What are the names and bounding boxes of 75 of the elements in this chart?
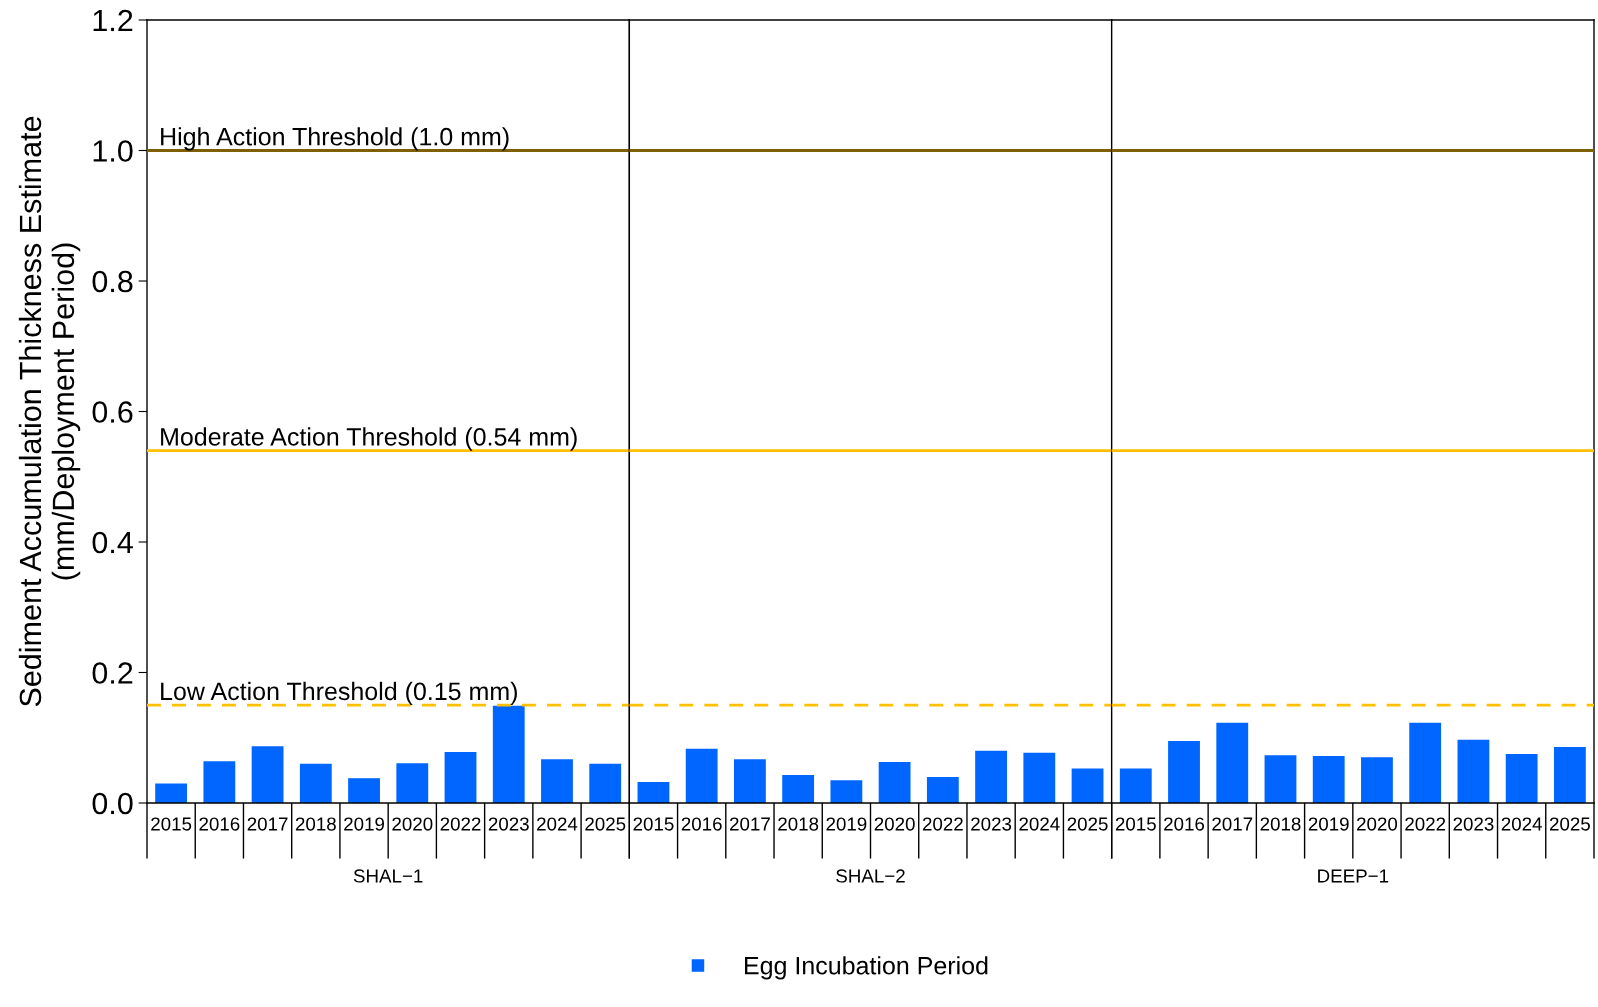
x-tick-label: 2020 xyxy=(1357,817,1398,831)
bar xyxy=(1409,722,1442,803)
bar xyxy=(878,761,911,803)
x-tick-label: 2015 xyxy=(151,817,192,831)
y-tick-label: 1.2 xyxy=(93,9,133,32)
bar xyxy=(1361,757,1393,803)
bar xyxy=(589,763,622,803)
x-tick-label: 2019 xyxy=(1308,817,1349,831)
bar xyxy=(782,774,815,803)
x-axis-title: SHAL−1 xyxy=(353,869,423,883)
x-tick-label: 2025 xyxy=(1067,817,1108,831)
bar xyxy=(1023,752,1056,803)
x-tick-label: 2015 xyxy=(633,817,674,831)
x-tick-label: 2022 xyxy=(1405,817,1446,831)
x-tick-label: 2018 xyxy=(778,817,819,831)
ref-line-label: High Action Threshold (1.0 mm) xyxy=(161,127,509,151)
bar xyxy=(1216,722,1249,803)
bar xyxy=(299,763,332,803)
bar xyxy=(492,705,525,803)
bar xyxy=(1119,768,1152,803)
x-tick-label: 2016 xyxy=(681,817,722,831)
bar xyxy=(1071,768,1104,803)
bar xyxy=(1457,739,1490,803)
bar xyxy=(444,752,477,803)
x-tick-label: 2017 xyxy=(247,817,288,831)
y-tick-label: 0.8 xyxy=(92,270,133,293)
bar xyxy=(348,778,380,803)
x-tick-label: 2018 xyxy=(295,817,336,831)
bar xyxy=(1553,746,1586,803)
x-tick-label: 2023 xyxy=(488,817,529,831)
bar xyxy=(975,750,1007,803)
bar xyxy=(1168,741,1200,803)
bar xyxy=(1264,755,1297,803)
bar xyxy=(830,780,863,803)
ref-line-label: Moderate Action Threshold (0.54 mm) xyxy=(161,427,577,451)
x-tick-label: 2020 xyxy=(392,817,433,831)
bar xyxy=(155,783,188,803)
x-tick-label: 2019 xyxy=(826,817,867,831)
y-tick-label: 0.2 xyxy=(92,662,133,684)
x-tick-label: 2017 xyxy=(730,817,770,831)
y-tick-label: 0.6 xyxy=(92,401,133,423)
x-axis-title: DEEP−1 xyxy=(1318,869,1389,883)
legend-label: Egg Incubation Period xyxy=(745,956,988,980)
x-axis-title: SHAL−2 xyxy=(836,869,905,883)
x-tick-label: 2018 xyxy=(1260,817,1301,831)
bar xyxy=(1312,756,1345,803)
bar xyxy=(251,746,284,803)
x-tick-label: 2024 xyxy=(1501,817,1542,831)
bar xyxy=(685,748,718,803)
x-tick-label: 2015 xyxy=(1115,817,1156,831)
bar xyxy=(734,759,766,803)
x-tick-label: 2024 xyxy=(1019,817,1060,831)
x-tick-label: 2024 xyxy=(537,817,578,831)
bar xyxy=(396,763,429,803)
bar xyxy=(926,776,959,803)
x-tick-label: 2017 xyxy=(1212,817,1253,831)
x-tick-label: 2023 xyxy=(971,817,1012,831)
y-tick-label: 0.0 xyxy=(92,792,133,815)
x-tick-label: 2023 xyxy=(1453,817,1494,831)
bar xyxy=(203,761,236,803)
x-tick-label: 2016 xyxy=(1164,817,1205,831)
x-tick-label: 2025 xyxy=(1549,817,1590,831)
x-tick-label: 2022 xyxy=(922,817,963,831)
x-tick-label: 2022 xyxy=(440,817,481,831)
x-tick-label: 2016 xyxy=(199,817,240,831)
bar xyxy=(637,782,670,803)
x-tick-label: 2019 xyxy=(344,817,385,831)
x-tick-label: 2020 xyxy=(874,817,915,831)
y-tick-label: 1.0 xyxy=(93,140,133,162)
bar xyxy=(541,759,573,803)
x-tick-label: 2025 xyxy=(585,817,626,831)
ref-line-label: Low Action Threshold (0.15 mm) xyxy=(161,681,517,706)
bar xyxy=(1505,754,1538,803)
y-axis-title: Sediment Accumulation Thickness Estimate (mm/Deployment Period) xyxy=(18,116,81,707)
y-tick-label: 0.4 xyxy=(92,531,133,554)
